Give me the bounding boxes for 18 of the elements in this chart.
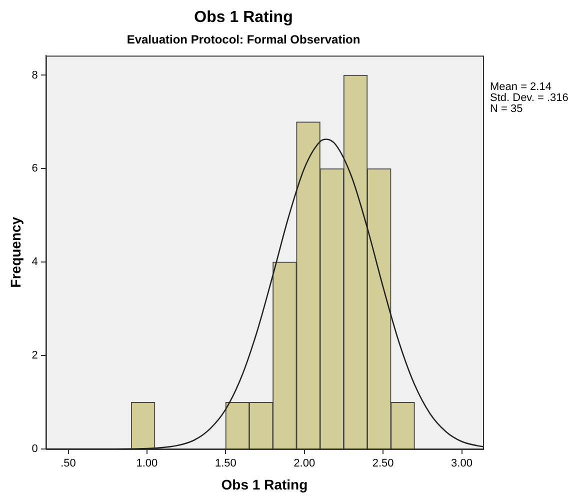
x-tick-label: .50 [60, 458, 76, 470]
chart-title: Obs 1 Rating [194, 9, 293, 26]
y-tick-label: 0 [32, 443, 38, 456]
text: Std. Dev. = .316 [490, 92, 568, 104]
x-tick-label: 3.00 [451, 458, 472, 470]
text: N = 35 [490, 103, 523, 116]
y-axis-title: Frequency [7, 216, 24, 288]
y-tick-label: 2 [32, 350, 38, 362]
x-axis-title: Obs 1 Rating [221, 476, 308, 492]
y-tick-label: 8 [32, 69, 38, 82]
x-tick-label: 2.50 [372, 458, 394, 470]
text: Mean = 2.14 [490, 81, 552, 94]
y-tick-label: 4 [32, 256, 38, 268]
x-tick-label: 2.00 [294, 458, 316, 470]
chart-subtitle: Evaluation Protocol: Formal Observation [126, 32, 360, 47]
y-tick-label: 6 [32, 162, 38, 175]
x-tick-label: 1.50 [214, 458, 236, 470]
x-tick-label: 1.00 [136, 458, 158, 470]
